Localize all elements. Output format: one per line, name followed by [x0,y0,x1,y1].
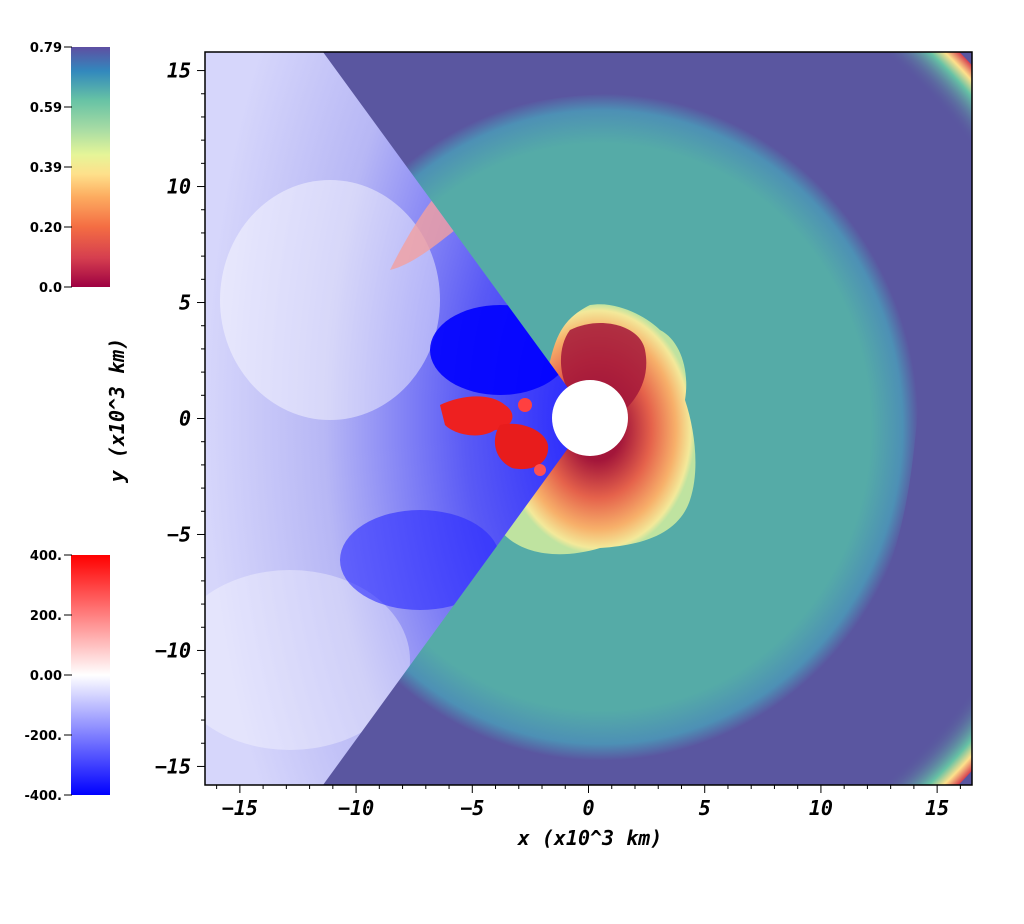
colorbar-top-gradient [71,47,110,287]
colorbar-tick-label: 0.20 [30,221,62,236]
x-tick-label: −10 [338,796,374,820]
inner-boundary-hole [552,380,628,456]
y-tick-label: −5 [167,522,191,546]
y-tick-label: 15 [167,59,191,83]
x-tick-label: −15 [222,796,258,820]
colorbar-tick-label: 0.79 [30,41,62,56]
colorbar-tick-label: 0.00 [30,669,62,684]
colorbar-bottom: 400. 200. 0.00 -200. -400. [25,549,110,804]
y-tick-label: −15 [155,754,191,778]
y-tick-label: 0 [179,407,191,431]
y-axis: 15 10 5 0 −5 −10 −15 [155,59,205,778]
colorbar-tick-label: 0.39 [30,161,62,176]
colorbar-bottom-gradient [71,555,110,795]
plot-area [205,52,972,785]
x-axis: −15 −10 −5 0 5 10 15 [216,785,961,820]
colorbar-top: 0.79 0.59 0.39 0.20 0.0 [30,41,110,296]
x-tick-label: −5 [460,796,484,820]
colorbar-tick-label: -400. [25,789,62,804]
colorbar-tick-label: 0.59 [30,101,62,116]
x-tick-label: 5 [699,796,711,820]
y-tick-label: 5 [179,291,191,315]
y-tick-label: −10 [155,638,191,662]
colorbar-tick-label: 0.0 [39,281,62,296]
colorbar-tick-label: 400. [30,549,62,564]
x-tick-label: 0 [582,796,594,820]
x-axis-title: x (x10^3 km) [517,826,663,850]
y-axis-title: y (x10^3 km) [105,338,129,484]
y-tick-label: 10 [167,175,191,199]
colorbar-tick-label: -200. [25,729,62,744]
x-tick-label: 15 [925,796,949,820]
x-tick-label: 10 [809,796,833,820]
colorbar-tick-label: 200. [30,609,62,624]
